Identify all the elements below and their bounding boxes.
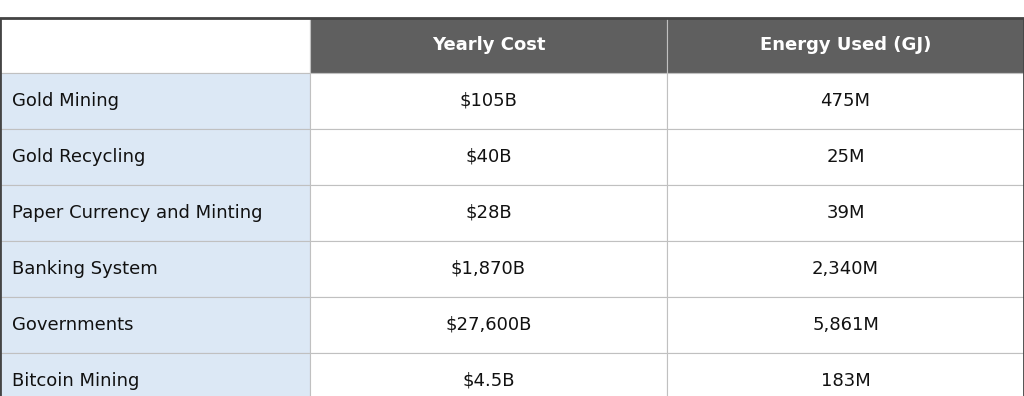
Bar: [0, 129, 310, 185]
Bar: [0, 297, 310, 353]
Text: Bitcoin Mining: Bitcoin Mining: [12, 372, 139, 390]
Bar: [667, 297, 1024, 353]
Bar: [667, 73, 1024, 129]
Bar: [310, 297, 667, 353]
Text: 183M: 183M: [820, 372, 870, 390]
Text: Paper Currency and Minting: Paper Currency and Minting: [12, 204, 262, 222]
Text: 2,340M: 2,340M: [812, 260, 879, 278]
Bar: [667, 185, 1024, 241]
Text: 25M: 25M: [826, 148, 864, 166]
Text: Gold Mining: Gold Mining: [12, 92, 119, 110]
Text: 475M: 475M: [820, 92, 870, 110]
Bar: [310, 18, 667, 73]
Text: $1,870B: $1,870B: [451, 260, 526, 278]
Bar: [0, 185, 310, 241]
Text: Gold Recycling: Gold Recycling: [12, 148, 145, 166]
Bar: [0, 73, 310, 129]
Text: 39M: 39M: [826, 204, 864, 222]
Bar: [667, 241, 1024, 297]
Text: $4.5B: $4.5B: [462, 372, 515, 390]
Bar: [310, 73, 667, 129]
Text: $105B: $105B: [460, 92, 517, 110]
Bar: [310, 129, 667, 185]
Text: Banking System: Banking System: [12, 260, 158, 278]
Bar: [310, 353, 667, 396]
Text: Energy Used (GJ): Energy Used (GJ): [760, 36, 931, 55]
Text: $40B: $40B: [465, 148, 512, 166]
Text: Yearly Cost: Yearly Cost: [432, 36, 545, 55]
Bar: [310, 241, 667, 297]
Bar: [310, 185, 667, 241]
Bar: [667, 18, 1024, 73]
Bar: [0, 353, 310, 396]
Text: $27,600B: $27,600B: [445, 316, 531, 334]
Bar: [667, 353, 1024, 396]
Bar: [0, 18, 310, 73]
Text: Governments: Governments: [12, 316, 133, 334]
Bar: [0, 241, 310, 297]
Text: $28B: $28B: [465, 204, 512, 222]
Text: 5,861M: 5,861M: [812, 316, 879, 334]
Bar: [667, 129, 1024, 185]
